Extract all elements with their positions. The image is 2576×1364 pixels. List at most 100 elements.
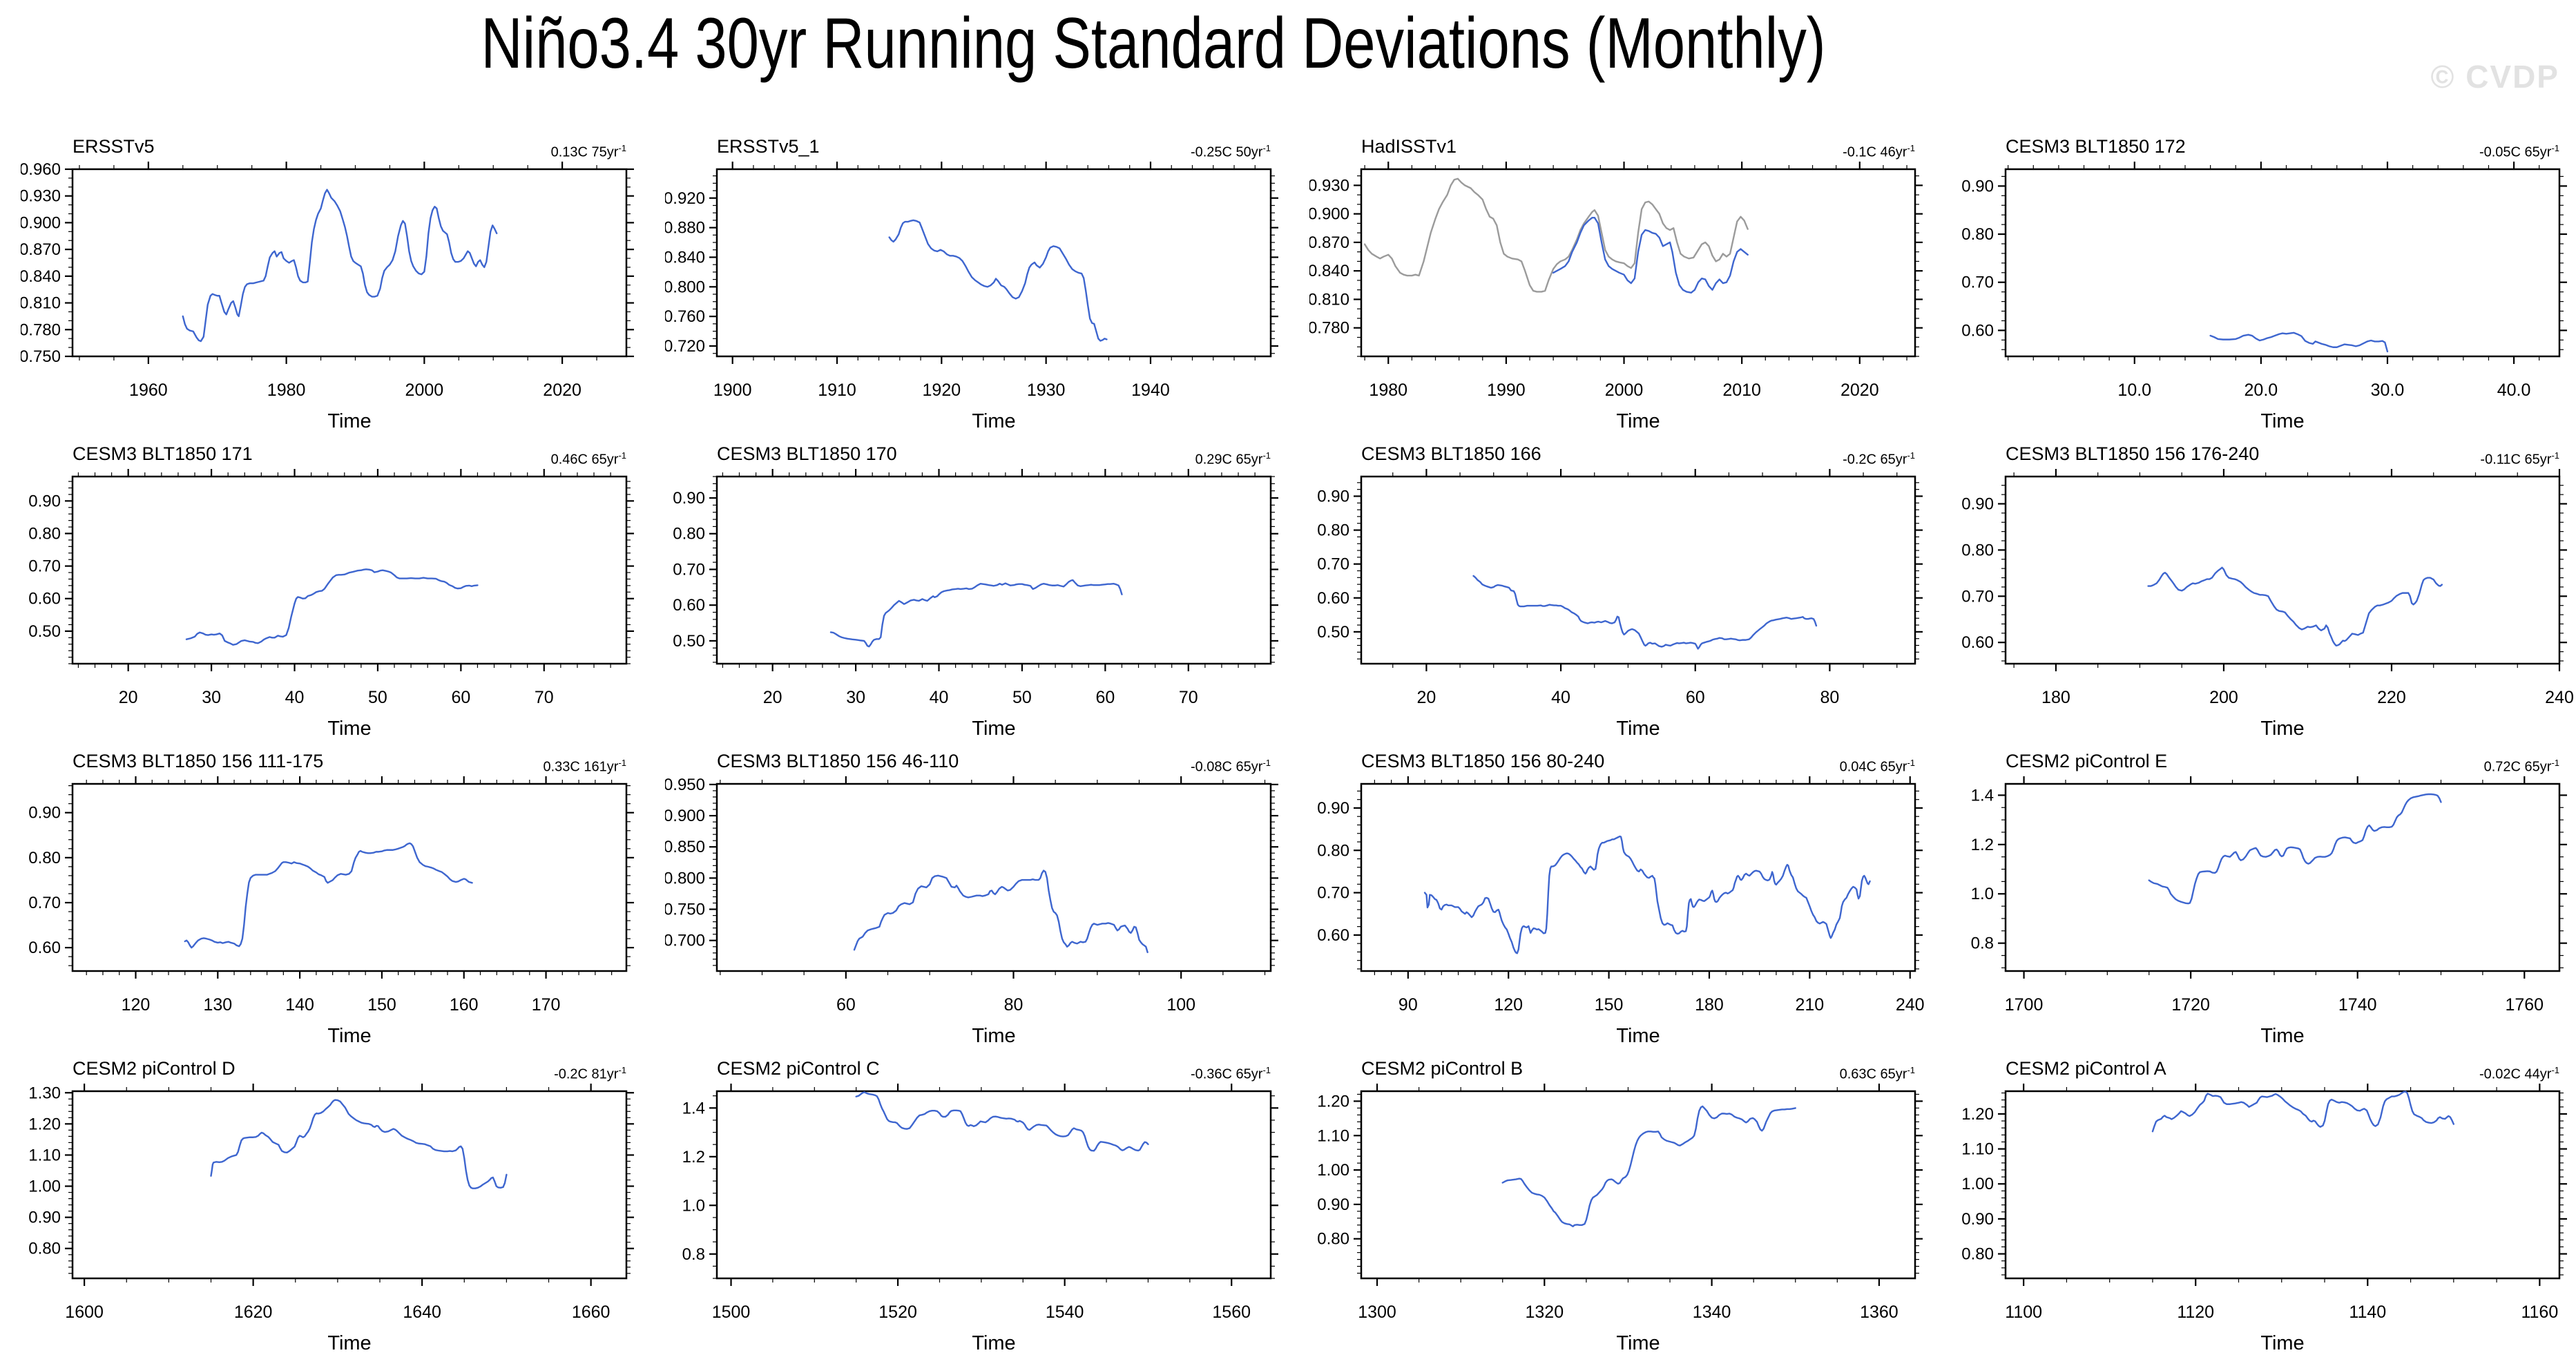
svg-text:0.50: 0.50: [1317, 623, 1349, 642]
svg-text:1.0: 1.0: [1971, 885, 1994, 903]
chart-panel: CESM3 BLT1850 156 111-175 0.33C 161yr-1 …: [21, 749, 665, 1057]
trend-value: -0.05C 65yr: [2479, 144, 2552, 160]
series-nino34-stddev: [1472, 575, 1818, 650]
line-chart: 20 30 40 50 60 70 0.50 0.60 0.70 0.80 0.90 Time: [28, 469, 634, 740]
svg-text:0.60: 0.60: [28, 939, 61, 957]
svg-text:0.70: 0.70: [1961, 587, 1994, 606]
chart-title: CESM3 BLT1850 170: [717, 443, 897, 464]
chart-panel: CESM2 piControl A -0.02C 44yr-1 1100 1120…: [1954, 1057, 2576, 1364]
svg-text:1910: 1910: [818, 381, 856, 400]
svg-text:0.90: 0.90: [1317, 799, 1349, 818]
svg-text:0.930: 0.930: [1309, 176, 1349, 195]
svg-text:0.50: 0.50: [28, 622, 61, 641]
svg-text:50: 50: [1012, 688, 1032, 707]
trend-label: 0.13C 75yr-1: [551, 143, 626, 161]
chart-panel: HadISSTv1 -0.1C 46yr-1 1980 1990 2000 2010 2…: [1309, 135, 1954, 442]
chart-panel: CESM2 piControl B 0.63C 65yr-1 1300 1320 1…: [1309, 1057, 1954, 1364]
chart-panel: CESM3 BLT1850 172 -0.05C 65yr-1 10.0 20.0…: [1954, 135, 2576, 442]
trend-label: 0.29C 65yr-1: [1195, 450, 1271, 468]
svg-text:Time: Time: [2260, 1025, 2304, 1047]
charts-grid: ERSSTv5 0.13C 75yr-1 1960 1980 2000 2020 0.7…: [21, 135, 2576, 1364]
svg-text:0.80: 0.80: [1317, 841, 1349, 860]
chart-panel: CESM2 piControl D -0.2C 81yr-1 1600 1620 1…: [21, 1057, 665, 1364]
svg-text:1.0: 1.0: [682, 1196, 705, 1215]
svg-text:0.60: 0.60: [1961, 321, 1994, 340]
svg-text:0.50: 0.50: [673, 632, 705, 651]
line-chart: 1500 1520 1540 1560 0.8 1.0 1.2 1.4 Time: [682, 1084, 1278, 1354]
line-chart: 1100 1120 1140 1160 0.80 0.90 1.00 1.10 1.20 Time: [1961, 1084, 2567, 1354]
series-nino34-stddev: [855, 1091, 1149, 1152]
svg-text:0.70: 0.70: [1317, 884, 1349, 903]
svg-text:1.10: 1.10: [1317, 1126, 1349, 1145]
svg-text:0.90: 0.90: [1961, 1210, 1994, 1229]
trend-label: 0.63C 65yr-1: [1840, 1065, 1915, 1083]
series-nino34-stddev: [2209, 332, 2389, 353]
svg-text:1990: 1990: [1487, 381, 1526, 400]
chart-panel: CESM2 piControl E 0.72C 65yr-1 1700 1720 1…: [1954, 749, 2576, 1057]
line-chart: 60 80 100 0.700 0.750 0.800 0.850 0.900 0.950 Tim…: [665, 776, 1278, 1047]
line-chart: 20 40 60 80 0.50 0.60 0.70 0.80 0.90 Time: [1317, 469, 1923, 740]
chart-title: CESM3 BLT1850 156 176-240: [2006, 443, 2260, 464]
chart-panel: CESM3 BLT1850 156 176-240 -0.11C 65yr-1 …: [1954, 442, 2576, 749]
chart-title: CESM2 piControl D: [73, 1058, 236, 1079]
svg-text:Time: Time: [972, 410, 1015, 432]
line-chart: 20 30 40 50 60 70 0.50 0.60 0.70 0.80 0.90 Time: [673, 469, 1278, 740]
chart-title: CESM2 piControl A: [2006, 1058, 2166, 1079]
trend-value: 0.72C 65yr: [2483, 759, 2552, 775]
trend-value: 0.46C 65yr: [550, 452, 619, 468]
svg-text:0.840: 0.840: [21, 267, 61, 286]
series-reference-stddev: [1363, 177, 1749, 293]
svg-text:0.780: 0.780: [21, 320, 61, 339]
svg-text:0.720: 0.720: [665, 337, 705, 356]
line-chart: 10.0 20.0 30.0 40.0 0.60 0.70 0.80 0.90 Time: [1961, 162, 2567, 432]
svg-text:0.80: 0.80: [1317, 1230, 1349, 1249]
svg-text:0.60: 0.60: [673, 596, 705, 615]
svg-text:Time: Time: [972, 718, 1015, 740]
svg-text:1.10: 1.10: [28, 1146, 61, 1164]
line-chart: 90 120 150 180 210 240 0.60 0.70 0.80 0.90 Time: [1317, 776, 1925, 1047]
trend-exponent: -1: [618, 450, 626, 461]
svg-text:70: 70: [535, 688, 554, 707]
svg-text:40: 40: [930, 688, 949, 707]
svg-text:180: 180: [2041, 688, 2070, 707]
svg-text:60: 60: [1095, 688, 1115, 707]
svg-text:0.900: 0.900: [1309, 205, 1349, 224]
trend-exponent: -1: [1907, 143, 1915, 153]
trend-exponent: -1: [618, 758, 626, 768]
svg-text:180: 180: [1695, 995, 1724, 1015]
svg-text:1760: 1760: [2505, 995, 2544, 1015]
cvdp-watermark: © CVDP: [2430, 59, 2559, 95]
svg-text:150: 150: [367, 995, 396, 1015]
svg-text:1930: 1930: [1027, 381, 1066, 400]
svg-text:2010: 2010: [1722, 381, 1761, 400]
svg-text:Time: Time: [2260, 718, 2304, 740]
svg-text:1600: 1600: [65, 1303, 104, 1322]
svg-text:1300: 1300: [1358, 1303, 1396, 1322]
svg-text:1320: 1320: [1526, 1303, 1564, 1322]
trend-value: -0.11C 65yr: [2480, 452, 2552, 468]
svg-text:0.840: 0.840: [665, 248, 705, 267]
chart-panel: CESM3 BLT1850 171 0.46C 65yr-1 20 30 40 50 6…: [21, 442, 665, 749]
svg-text:1140: 1140: [2349, 1303, 2386, 1322]
svg-text:0.930: 0.930: [21, 187, 61, 206]
trend-label: -0.08C 65yr-1: [1191, 758, 1271, 776]
svg-text:0.750: 0.750: [21, 347, 61, 366]
series-nino34-stddev: [853, 870, 1148, 954]
trend-label: -0.25C 50yr-1: [1191, 143, 1271, 161]
svg-text:0.900: 0.900: [665, 807, 705, 825]
svg-text:40: 40: [285, 688, 305, 707]
svg-text:80: 80: [1820, 688, 1839, 707]
svg-text:0.900: 0.900: [21, 213, 61, 232]
svg-text:Time: Time: [327, 718, 371, 740]
svg-text:0.90: 0.90: [28, 804, 61, 823]
svg-text:1500: 1500: [712, 1303, 751, 1322]
svg-text:Time: Time: [2260, 1332, 2304, 1354]
line-chart: 1900 1910 1920 1930 1940 0.720 0.760 0.800 0.840…: [665, 162, 1278, 432]
trend-label: -0.02C 44yr-1: [2479, 1065, 2559, 1083]
trend-label: 0.33C 161yr-1: [543, 758, 626, 776]
svg-text:1940: 1940: [1131, 381, 1170, 400]
trend-value: -0.02C 44yr: [2479, 1066, 2552, 1082]
svg-text:20: 20: [1417, 688, 1436, 707]
chart-title: CESM3 BLT1850 172: [2006, 136, 2186, 157]
svg-text:Time: Time: [972, 1025, 1015, 1047]
